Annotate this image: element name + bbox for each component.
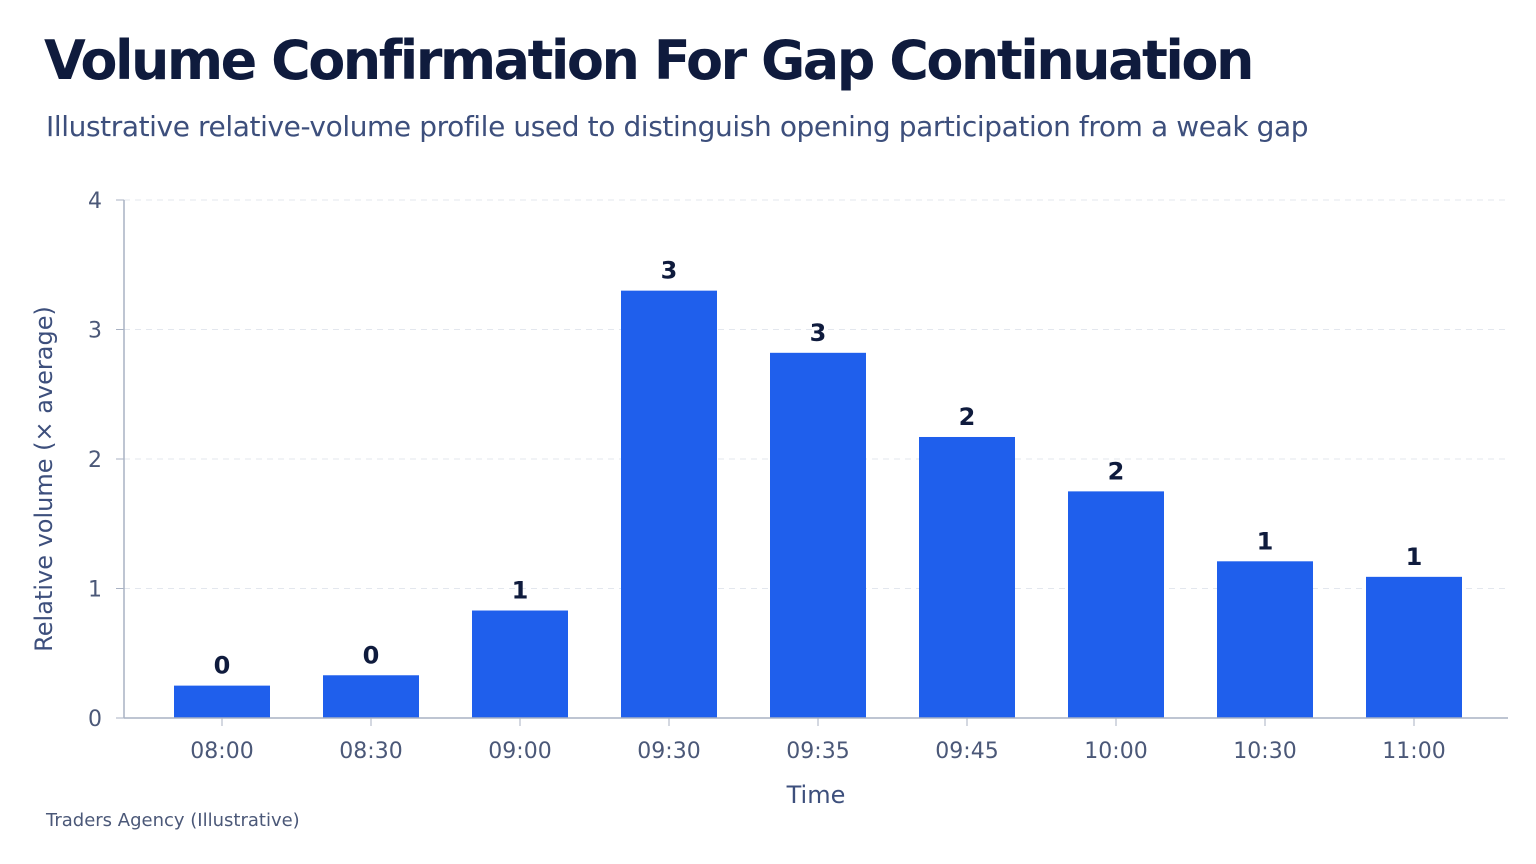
x-tick-label: 10:30 — [1233, 739, 1296, 764]
y-tick-label: 3 — [88, 319, 102, 344]
x-tick-label: 10:00 — [1084, 739, 1147, 764]
x-tick-label: 09:30 — [637, 739, 700, 764]
x-tick-label: 09:00 — [488, 739, 551, 764]
chart-title: Volume Confirmation For Gap Continuation — [44, 29, 1254, 92]
bar — [472, 610, 568, 718]
bar — [1068, 491, 1164, 718]
bar-value-label: 3 — [810, 319, 827, 347]
y-tick-label: 2 — [88, 448, 102, 473]
axes: 0 1 2 3 4 08:00 08:30 09:00 09:30 09:35 09:45 10:00… — [88, 189, 1508, 764]
bar-value-label: 1 — [1257, 527, 1274, 555]
y-tick-label: 4 — [88, 189, 102, 214]
bar — [919, 436, 1015, 718]
bar — [1217, 561, 1313, 718]
value-labels: 0 0 1 3 3 2 2 1 1 — [214, 257, 1423, 680]
x-tick-label: 11:00 — [1382, 739, 1445, 764]
bar-value-label: 0 — [363, 641, 380, 669]
x-tick-label: 08:00 — [190, 739, 253, 764]
x-tick-label: 09:35 — [786, 739, 849, 764]
y-tick-label: 0 — [88, 707, 102, 732]
source-note: Traders Agency (Illustrative) — [46, 810, 300, 831]
bar — [323, 675, 419, 718]
bar-value-label: 2 — [959, 403, 976, 431]
y-axis-title: Relative volume (× average) — [30, 306, 58, 652]
y-tick-label: 1 — [88, 578, 102, 603]
bars — [174, 290, 1462, 718]
bar — [770, 352, 866, 718]
bar-value-label: 1 — [512, 577, 529, 605]
x-axis-title: Time — [786, 781, 846, 809]
bar-value-label: 3 — [661, 257, 678, 285]
x-tick-label: 09:45 — [935, 739, 998, 764]
bar — [621, 290, 717, 718]
chart-subtitle: Illustrative relative-volume profile use… — [46, 110, 1309, 143]
bar-value-label: 1 — [1406, 543, 1423, 571]
bar — [1366, 576, 1462, 718]
bar — [174, 685, 270, 718]
bar-value-label: 0 — [214, 652, 231, 680]
bar-value-label: 2 — [1108, 457, 1125, 485]
x-tick-label: 08:30 — [339, 739, 402, 764]
